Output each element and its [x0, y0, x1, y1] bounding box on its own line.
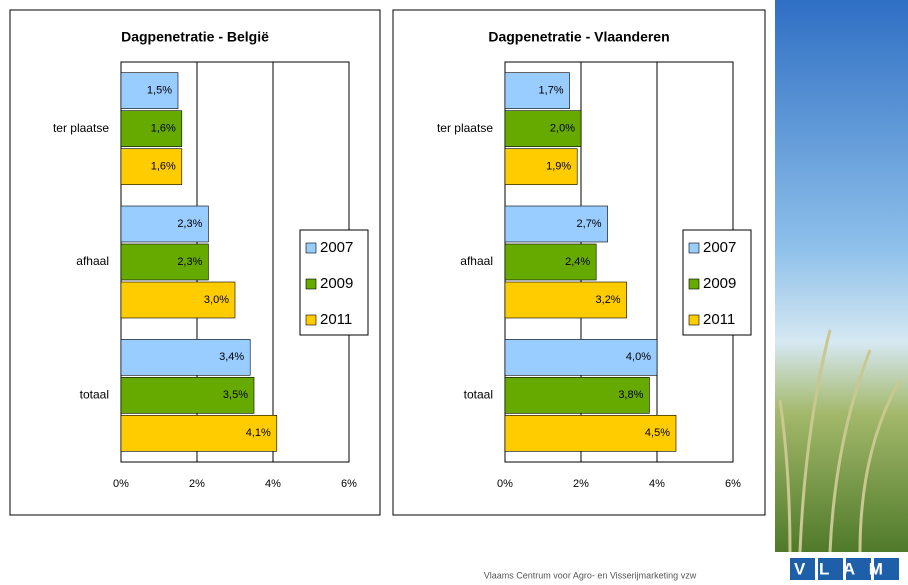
x-tick-label: 4% [649, 478, 665, 490]
legend-label: 2007 [703, 239, 736, 256]
y-tick-label: totaal [464, 388, 493, 402]
value-label: 4,1% [246, 427, 271, 439]
value-label: 4,5% [645, 427, 670, 439]
y-tick-label: ter plaatse [437, 121, 493, 135]
page: VLAM Vlaams Centrum voor Agro- en Visser… [0, 0, 908, 585]
y-tick-label: afhaal [460, 254, 493, 268]
value-label: 1,6% [151, 161, 176, 173]
value-label: 3,2% [596, 294, 621, 306]
x-tick-label: 0% [113, 478, 129, 490]
legend-swatch [689, 315, 699, 325]
value-label: 4,0% [626, 351, 651, 363]
legend-label: 2009 [320, 275, 353, 292]
value-label: 3,5% [223, 389, 248, 401]
value-label: 1,9% [546, 161, 571, 173]
slide: VLAM Vlaams Centrum voor Agro- en Visser… [0, 0, 908, 585]
x-tick-label: 2% [573, 478, 589, 490]
value-label: 2,4% [565, 256, 590, 268]
chart-title: Dagpenetratie - Vlaanderen [488, 29, 669, 45]
footer: Vlaams Centrum voor Agro- en Visserijmar… [484, 570, 697, 580]
value-label: 1,5% [147, 85, 172, 97]
value-label: 3,4% [219, 351, 244, 363]
x-tick-label: 2% [189, 478, 205, 490]
legend-swatch [306, 243, 316, 253]
value-label: 3,0% [204, 294, 229, 306]
legend-label: 2009 [703, 275, 736, 292]
value-label: 1,6% [151, 123, 176, 135]
legend-label: 2011 [703, 311, 735, 328]
legend-swatch [306, 279, 316, 289]
value-label: 2,7% [577, 218, 602, 230]
value-label: 2,0% [550, 123, 575, 135]
x-tick-label: 6% [725, 478, 741, 490]
background-image [775, 0, 908, 552]
chart: Dagpenetratie - België 0% 2% 4% 6% ter plaats… [10, 10, 380, 515]
value-label: 3,8% [618, 389, 643, 401]
y-tick-label: afhaal [76, 254, 109, 268]
legend-swatch [306, 315, 316, 325]
x-tick-label: 4% [265, 478, 281, 490]
value-label: 2,3% [177, 256, 202, 268]
chart: Dagpenetratie - Vlaanderen 0% 2% 4% 6% ter pl… [393, 10, 765, 515]
legend-swatch [689, 279, 699, 289]
x-tick-label: 6% [341, 478, 357, 490]
legend-label: 2011 [320, 311, 352, 328]
legend-label: 2007 [320, 239, 353, 256]
y-tick-label: totaal [80, 388, 109, 402]
logo-text: VLAM [794, 559, 897, 578]
chart-title: Dagpenetratie - België [121, 29, 269, 45]
y-tick-label: ter plaatse [53, 121, 109, 135]
value-label: 2,3% [177, 218, 202, 230]
x-tick-label: 0% [497, 478, 513, 490]
legend-swatch [689, 243, 699, 253]
logo: VLAM [790, 558, 899, 580]
value-label: 1,7% [539, 85, 564, 97]
